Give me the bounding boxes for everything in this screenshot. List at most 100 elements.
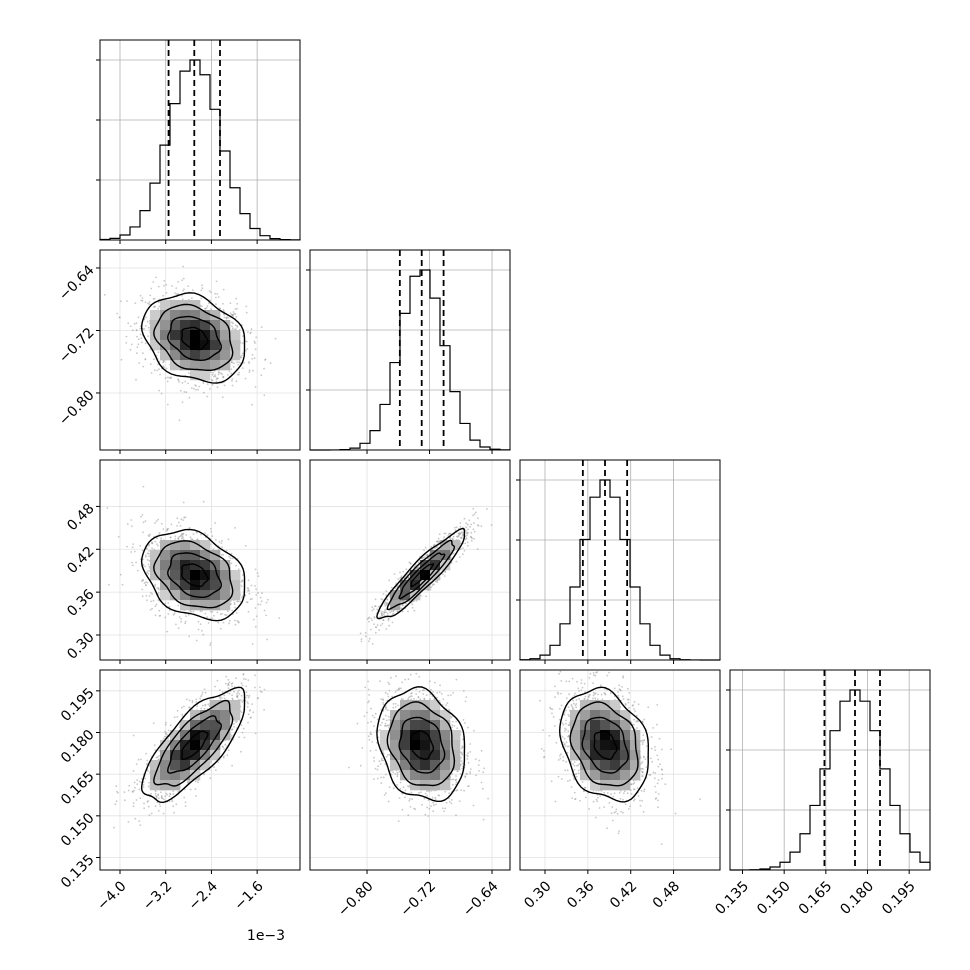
sample-point <box>257 592 259 594</box>
sample-point <box>145 554 147 557</box>
density-cell <box>220 320 231 331</box>
sample-point <box>165 367 168 370</box>
density-cell <box>230 570 241 581</box>
sample-point <box>223 694 226 697</box>
sample-point <box>226 316 228 318</box>
sample-point <box>448 532 451 535</box>
sample-point <box>157 518 160 521</box>
sample-point <box>468 519 471 522</box>
sample-point <box>465 522 468 525</box>
density-cell <box>160 320 171 331</box>
sample-point <box>201 284 203 287</box>
sample-point <box>167 376 169 379</box>
sample-point <box>228 622 230 625</box>
sample-point <box>210 308 213 311</box>
sample-point <box>150 542 153 545</box>
sample-point <box>135 561 138 564</box>
sample-point <box>162 528 165 530</box>
sample-point <box>182 519 184 521</box>
sample-point <box>402 604 404 606</box>
sample-point <box>145 556 147 558</box>
sample-point <box>149 363 152 365</box>
sample-point <box>255 336 258 339</box>
sample-point <box>159 373 162 376</box>
sample-point <box>245 305 248 308</box>
sample-point <box>236 307 238 310</box>
contour-line <box>181 326 209 351</box>
sample-point <box>475 511 477 514</box>
density-cell <box>220 340 231 351</box>
sample-point <box>234 623 237 626</box>
sample-point <box>240 581 243 583</box>
sample-point <box>386 598 389 601</box>
density-cell <box>160 310 171 321</box>
sample-point <box>212 548 215 551</box>
sample-point <box>191 289 194 291</box>
sample-point <box>265 601 268 604</box>
sample-point <box>192 533 195 535</box>
sample-point <box>451 537 454 540</box>
sample-point <box>167 729 170 732</box>
sample-point <box>230 734 233 737</box>
sample-point <box>374 631 377 634</box>
sample-point <box>470 531 473 534</box>
sample-point <box>156 537 159 540</box>
y-tick-label: 0.48 <box>64 501 97 534</box>
sample-point <box>148 303 151 305</box>
sample-point <box>376 608 378 611</box>
sample-point <box>214 522 217 524</box>
sample-point <box>191 297 193 299</box>
sample-point <box>178 381 180 383</box>
sample-point <box>190 538 193 540</box>
sample-point <box>236 326 239 328</box>
sample-point <box>470 539 473 542</box>
sample-point <box>188 635 191 638</box>
sample-point <box>131 525 133 528</box>
sample-point <box>455 560 458 563</box>
sample-point <box>392 612 395 615</box>
sample-point <box>175 623 177 626</box>
sample-point <box>235 677 238 680</box>
sample-point <box>405 568 408 571</box>
sample-point <box>242 367 244 369</box>
sample-point <box>386 612 389 615</box>
sample-point <box>188 699 191 702</box>
sample-point <box>202 382 205 384</box>
sample-point <box>200 297 203 300</box>
sample-point <box>376 624 379 626</box>
sample-point <box>458 532 460 535</box>
sample-point <box>144 520 147 522</box>
sample-point <box>204 532 207 534</box>
sample-point <box>182 501 185 504</box>
sample-point <box>154 585 156 588</box>
sample-point <box>246 694 249 697</box>
sample-point <box>158 749 161 752</box>
sample-point <box>472 507 475 510</box>
sample-point <box>217 621 220 624</box>
sample-point <box>213 614 215 617</box>
sample-point <box>181 536 184 539</box>
sample-point <box>179 389 182 392</box>
density-cell <box>180 350 191 361</box>
sample-point <box>427 558 429 560</box>
sample-point <box>263 367 265 370</box>
sample-point <box>255 594 258 596</box>
sample-point <box>180 534 182 537</box>
sample-point <box>234 324 237 327</box>
sample-point <box>242 335 244 337</box>
sample-point <box>220 372 222 374</box>
density-cell <box>170 360 181 371</box>
sample-point <box>465 526 467 529</box>
sample-point <box>164 602 167 605</box>
density-cell <box>170 310 181 321</box>
sample-point <box>169 536 172 539</box>
sample-point <box>253 357 256 360</box>
sample-point <box>244 377 247 380</box>
sample-point <box>127 322 130 325</box>
sample-point <box>188 396 191 399</box>
sample-point <box>407 610 409 613</box>
sample-point <box>260 600 263 603</box>
sample-point <box>121 583 124 586</box>
sample-point <box>425 595 427 598</box>
sample-point <box>129 325 132 328</box>
